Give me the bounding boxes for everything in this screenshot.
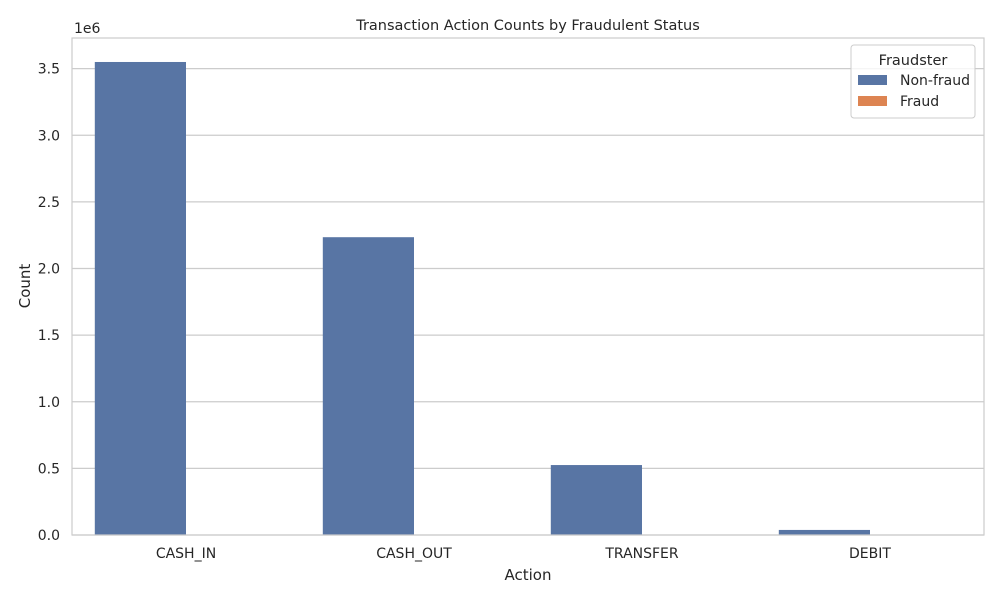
- y-tick-label: 0.5: [38, 461, 60, 477]
- x-tick-label: CASH_OUT: [376, 546, 452, 562]
- bar-transfer-non-fraud: [550, 465, 642, 535]
- legend-swatch: [858, 96, 887, 106]
- y-tick-label: 2.0: [38, 262, 60, 278]
- legend-title: Fraudster: [879, 53, 948, 69]
- bar-cash-out-non-fraud: [322, 237, 414, 535]
- y-tick-label: 2.5: [38, 195, 60, 211]
- legend-swatch: [858, 75, 887, 85]
- y-axis-label: Count: [16, 264, 34, 309]
- plot-frame: [71, 37, 985, 536]
- y-tick-label: 3.5: [38, 62, 60, 78]
- chart-title: Transaction Action Counts by Fraudulent …: [355, 18, 700, 34]
- y-axis: 0.0 0.5 1.0 1.5 2.0 2.5 3.0 3.5: [38, 62, 60, 544]
- legend-label: Non-fraud: [900, 73, 970, 89]
- x-tick-label: CASH_IN: [156, 546, 216, 562]
- bars: [94, 61, 870, 535]
- y-tick-label: 1.0: [38, 395, 60, 411]
- x-tick-label: TRANSFER: [604, 546, 679, 562]
- gridlines: [72, 68, 984, 536]
- legend-label: Fraud: [900, 94, 939, 110]
- x-axis-label: Action: [505, 566, 552, 584]
- y-offset-label: 1e6: [74, 21, 101, 37]
- bar-debit-non-fraud: [778, 529, 870, 535]
- x-tick-label: DEBIT: [849, 546, 891, 562]
- legend: Fraudster Non-fraud Fraud: [850, 44, 976, 119]
- y-tick-label: 0.0: [38, 528, 60, 544]
- y-tick-label: 3.0: [38, 128, 60, 144]
- x-axis: CASH_IN CASH_OUT TRANSFER DEBIT: [156, 546, 892, 562]
- bar-cash-in-non-fraud: [94, 61, 186, 535]
- y-tick-label: 1.5: [38, 328, 60, 344]
